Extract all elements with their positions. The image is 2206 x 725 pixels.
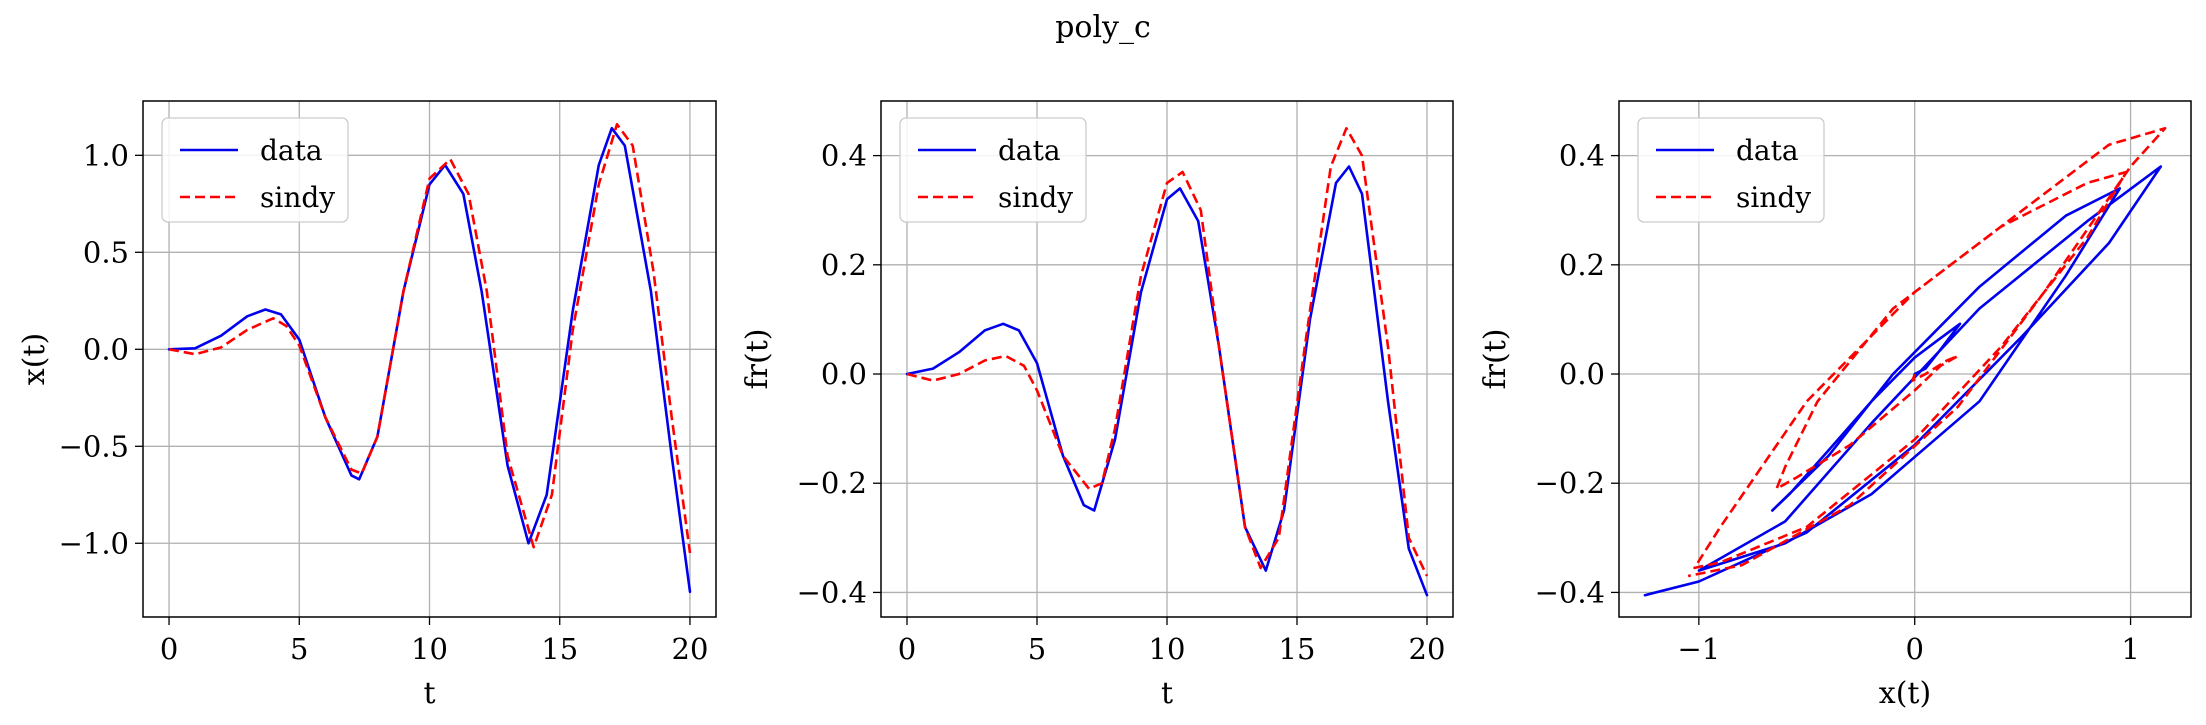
legend-data-label: data (998, 134, 1061, 167)
plot-frame (1618, 100, 2192, 618)
x-tick-label: −1 (1677, 632, 1720, 666)
legend-data-label: data (1736, 134, 1799, 167)
series-sindy-line (1687, 127, 2167, 578)
x-tick-label: 20 (672, 632, 709, 666)
figure-title: poly_c (1055, 10, 1151, 45)
y-tick-label: 1.0 (83, 138, 129, 172)
legend-data-label: data (260, 134, 323, 167)
y-tick-label: −0.2 (1535, 466, 1605, 500)
x-tick-label: 5 (290, 632, 308, 666)
y-tick-label: −1.0 (59, 526, 129, 560)
y-axis-label: fr(t) (1478, 329, 1513, 390)
y-axis-label: x(t) (17, 333, 52, 385)
y-tick-label: 0.0 (83, 332, 129, 366)
x-tick-label: 0 (1905, 632, 1923, 666)
x-tick-label: 15 (541, 632, 578, 666)
x-tick-label: 20 (1409, 632, 1446, 666)
x-tick-label: 0 (898, 632, 916, 666)
legend-sindy-label: sindy (998, 181, 1073, 214)
series-sindy-line (906, 127, 1429, 577)
plot-frame (142, 100, 717, 618)
series-data-line (905, 165, 1429, 597)
x-tick-label: 10 (411, 632, 448, 666)
legend-box (161, 117, 349, 223)
legend-sindy-label: sindy (1736, 181, 1811, 214)
y-tick-label: 0.0 (821, 357, 867, 391)
series-sindy-line (168, 123, 692, 554)
series-data-line (167, 126, 692, 594)
x-axis-label: t (1161, 676, 1173, 711)
x-tick-label: 15 (1279, 632, 1316, 666)
x-tick-label: 5 (1028, 632, 1046, 666)
x-axis-label: x(t) (1879, 676, 1931, 711)
y-tick-label: −0.5 (59, 429, 129, 463)
y-tick-label: 0.0 (1559, 357, 1605, 391)
x-tick-label: 10 (1149, 632, 1186, 666)
x-axis-label: t (423, 676, 435, 711)
legend-sindy-label: sindy (260, 181, 335, 214)
y-tick-label: −0.2 (797, 466, 867, 500)
y-tick-label: 0.2 (821, 248, 867, 282)
x-tick-label: 0 (160, 632, 178, 666)
y-tick-label: 0.4 (1559, 139, 1605, 173)
series-data-line (1643, 165, 2163, 597)
y-tick-label: 0.5 (83, 235, 129, 269)
y-tick-label: −0.4 (1535, 575, 1605, 609)
y-tick-label: 0.2 (1559, 248, 1605, 282)
legend-box (899, 117, 1087, 223)
plot-frame (880, 100, 1454, 618)
legend-box (1637, 117, 1825, 223)
y-tick-label: 0.4 (821, 139, 867, 173)
x-tick-label: 1 (2121, 632, 2139, 666)
y-tick-label: −0.4 (797, 575, 867, 609)
y-axis-label: fr(t) (740, 329, 775, 390)
